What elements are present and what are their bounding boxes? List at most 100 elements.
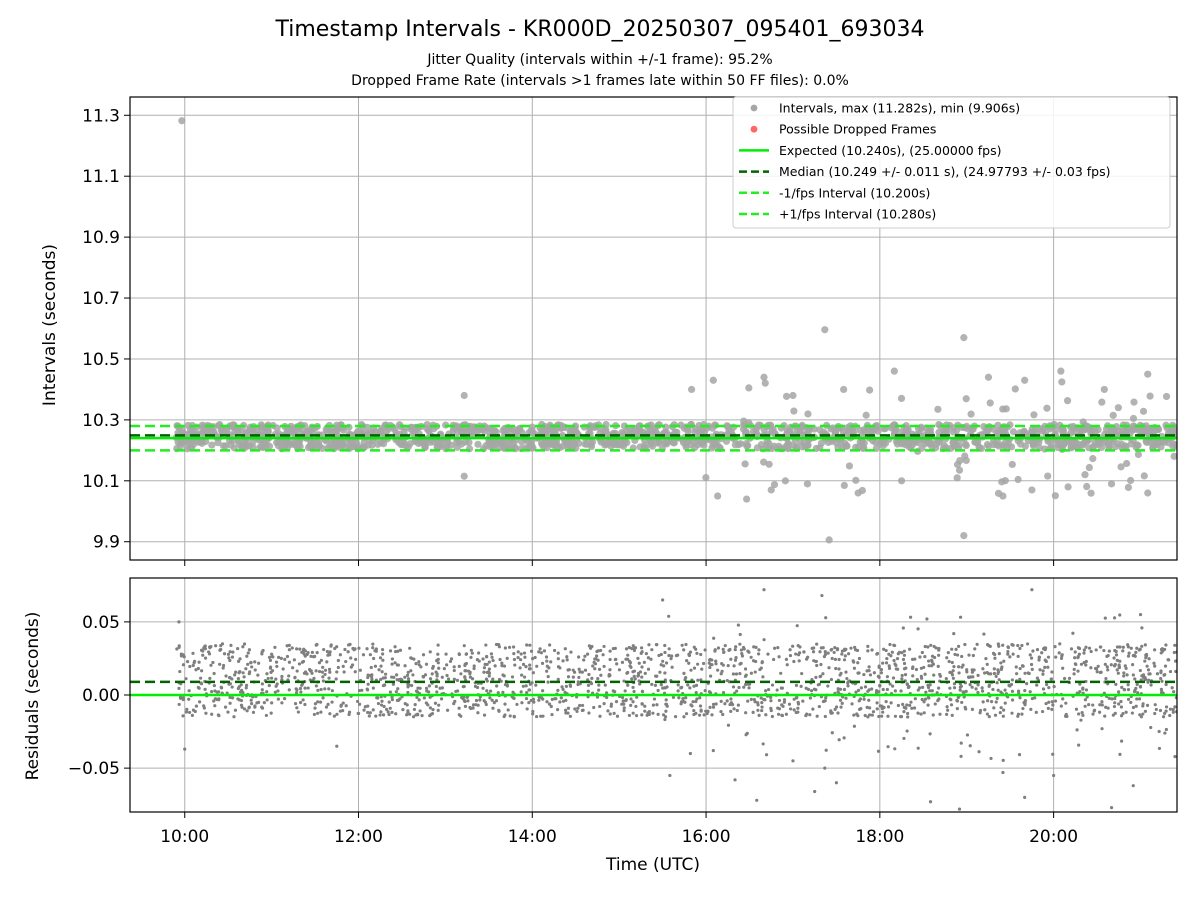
residual-point xyxy=(416,690,420,694)
residual-point xyxy=(824,616,828,620)
residual-point xyxy=(354,657,358,662)
residual-point xyxy=(747,686,751,690)
residual-point xyxy=(955,707,959,711)
residual-point xyxy=(733,658,738,662)
residual-point xyxy=(1035,683,1039,687)
residual-point xyxy=(236,677,240,681)
residual-point xyxy=(834,666,838,671)
residual-point xyxy=(223,705,228,709)
residual-point xyxy=(586,689,590,693)
residual-point xyxy=(1168,669,1173,674)
residual-point xyxy=(1100,700,1104,704)
interval-point xyxy=(553,442,561,450)
residual-point xyxy=(773,646,777,650)
residual-point xyxy=(839,705,843,709)
residual-point xyxy=(713,648,717,652)
residual-point xyxy=(886,705,891,709)
residual-point xyxy=(260,652,264,656)
residual-point xyxy=(1059,656,1064,660)
residual-point xyxy=(682,671,686,675)
residual-point xyxy=(518,658,523,662)
residual-point xyxy=(677,696,681,700)
residual-point xyxy=(306,686,310,690)
residual-point xyxy=(1113,701,1117,705)
residual-point xyxy=(374,649,378,653)
residual-point xyxy=(356,711,360,716)
residual-point xyxy=(237,698,242,702)
residual-point xyxy=(709,662,713,667)
residual-point xyxy=(188,664,192,669)
residual-point xyxy=(226,710,230,714)
interval-outlier xyxy=(789,391,797,400)
residual-point xyxy=(1027,671,1031,676)
interval-point xyxy=(967,410,975,418)
residual-point xyxy=(547,666,551,670)
residual-point xyxy=(452,668,456,673)
residual-point xyxy=(608,712,612,716)
residual-point xyxy=(901,702,905,706)
residual-point xyxy=(842,736,846,740)
residual-point xyxy=(496,691,500,695)
interval-point xyxy=(832,439,840,447)
residual-point xyxy=(328,670,332,674)
interval-point xyxy=(208,441,216,449)
residual-point xyxy=(1050,707,1054,711)
interval-point xyxy=(363,423,371,431)
residual-point xyxy=(726,723,731,727)
residual-point xyxy=(784,657,789,661)
residual-point xyxy=(866,715,870,719)
residual-point xyxy=(859,706,863,711)
residual-point xyxy=(512,714,516,718)
interval-point xyxy=(662,428,670,436)
interval-point xyxy=(1014,475,1022,484)
residual-point xyxy=(247,648,252,652)
residual-point xyxy=(676,653,680,657)
residual-point xyxy=(260,706,265,710)
interval-point xyxy=(840,481,848,490)
residual-point xyxy=(696,662,700,666)
residual-point xyxy=(756,708,760,712)
residual-point xyxy=(826,684,830,688)
residual-point xyxy=(656,712,660,716)
interval-outlier xyxy=(821,326,829,334)
residual-point xyxy=(184,677,188,681)
residual-point xyxy=(805,712,809,716)
residual-point xyxy=(190,713,194,717)
residual-point xyxy=(191,708,196,712)
residual-point xyxy=(692,684,696,688)
residual-point xyxy=(1045,682,1049,687)
residual-point xyxy=(1050,670,1054,674)
residual-point xyxy=(728,702,732,707)
residual-point xyxy=(485,689,489,693)
interval-point xyxy=(564,442,572,451)
residual-point xyxy=(436,643,440,647)
residual-point xyxy=(204,711,208,715)
residual-point xyxy=(862,697,866,701)
residual-point xyxy=(590,644,594,649)
residual-point xyxy=(563,690,567,694)
residual-point xyxy=(312,655,316,659)
residual-point xyxy=(569,650,573,654)
residual-point xyxy=(926,645,930,649)
residual-point xyxy=(436,661,440,665)
residual-point xyxy=(1073,656,1077,660)
residual-point xyxy=(212,683,216,688)
residual-outlier xyxy=(1131,784,1135,788)
residual-point xyxy=(516,655,520,660)
residual-point xyxy=(246,662,250,666)
residual-point xyxy=(853,645,857,649)
residual-point xyxy=(1122,688,1127,692)
residual-point xyxy=(466,699,470,703)
residual-point xyxy=(726,664,730,668)
residual-point xyxy=(913,697,917,701)
residual-point xyxy=(463,675,467,679)
residual-point xyxy=(921,685,925,689)
residual-point xyxy=(970,685,974,689)
residual-point xyxy=(684,676,688,680)
residual-point xyxy=(436,657,440,661)
residual-point xyxy=(923,697,928,701)
residual-point xyxy=(1107,649,1111,653)
residual-point xyxy=(246,651,250,655)
residual-point xyxy=(1078,689,1082,694)
residual-point xyxy=(217,714,221,718)
